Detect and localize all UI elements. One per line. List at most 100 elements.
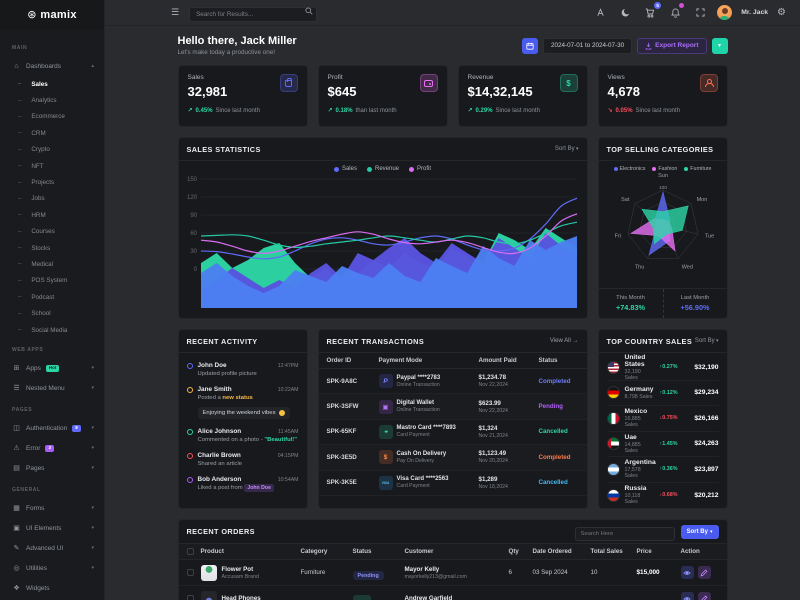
sidebar-item[interactable]: Courses (12, 224, 94, 240)
user-avatar[interactable] (717, 5, 733, 20)
search-input[interactable] (189, 7, 318, 22)
sidebar-item[interactable]: Crypto (12, 142, 94, 158)
legend-item[interactable]: Fashion (652, 166, 677, 172)
transaction-row[interactable]: SPK-9A8C P Paypal ****2783 Online Transa… (318, 369, 587, 395)
sidebar-item[interactable]: ❖ Widgets (12, 578, 94, 598)
activity-item[interactable]: Alice Johnson 11:45AM Commented on a pho… (186, 423, 299, 447)
sidebar-item[interactable]: ▣ UI Elements ▾ (12, 518, 94, 538)
view-order-button[interactable] (680, 566, 694, 579)
stat-card[interactable]: Sales 32,981 ↗ 0.45% Since last month (177, 65, 308, 127)
legend-item[interactable]: Revenue (366, 166, 399, 172)
sidebar-item[interactable]: Sales (12, 76, 94, 92)
sidebar-item[interactable]: ◎ Utilities ▾ (12, 558, 94, 578)
country-delta: ↑0.36% (659, 466, 678, 473)
orders-sort-button[interactable]: Sort By (680, 524, 719, 539)
sidebar-item[interactable]: Stocks (12, 240, 94, 256)
last-month-label: Last Month (680, 295, 710, 301)
menu-toggle-icon[interactable]: ☰ (171, 7, 180, 17)
filter-dropdown-button[interactable]: ▾ (711, 37, 728, 54)
sidebar-item[interactable]: CRM (12, 125, 94, 141)
pencil-icon (700, 569, 708, 577)
sidebar-item[interactable]: ⌂ Dashboards ▴ (12, 56, 94, 76)
legend-item[interactable]: Electronics (613, 166, 645, 172)
country-row[interactable]: Mexico 16,885 Sales ↓0.75% $26,166 (606, 406, 719, 432)
view-order-button[interactable] (680, 592, 694, 600)
sidebar-item[interactable]: Ecommerce (12, 109, 94, 125)
sidebar-item[interactable]: Medical (12, 256, 94, 272)
date-range-input[interactable]: 2024-07-01 to 2024-07-30 (542, 37, 633, 54)
sidebar-item-label: Projects (31, 179, 55, 187)
sidebar-item[interactable]: School (12, 305, 94, 321)
select-all-checkbox[interactable] (186, 548, 194, 555)
sidebar-item[interactable]: NFT (12, 158, 94, 174)
sidebar-item-icon: ⌂ (14, 62, 19, 70)
logo[interactable]: ⊛ mamix (0, 0, 104, 30)
activity-item[interactable]: Bob Anderson 10:54AM Liked a post from J… (186, 471, 299, 495)
dark-mode-moon-icon[interactable] (617, 5, 633, 21)
product-name: Flower Pot (221, 565, 254, 573)
orders-search-input[interactable] (574, 527, 675, 541)
order-row[interactable]: Head Phones Andrew Garfield (179, 586, 727, 600)
sidebar-item[interactable]: Social Media (12, 322, 94, 338)
country-row[interactable]: United States 32,190 Sales ↑0.27% $32,19… (606, 354, 719, 381)
edit-order-button[interactable] (697, 566, 711, 579)
transactions-table-header: Order ID Payment Mode Amount Paid Status (318, 353, 587, 369)
sort-by-dropdown[interactable]: Sort By (695, 338, 719, 344)
sort-by-dropdown[interactable]: Sort By (555, 146, 579, 152)
country-row[interactable]: Uae 14,885 Sales ↑1.45% $24,263 (606, 432, 719, 457)
sidebar-item[interactable]: Podcast (12, 289, 94, 305)
language-icon[interactable] (592, 5, 608, 21)
svg-text:0: 0 (193, 267, 197, 273)
sidebar-item[interactable]: ⚠ Error 3 ▾ (12, 438, 94, 458)
transaction-row[interactable]: SPK-3K5E VISA Visa Card ****2563 Card Pa… (318, 471, 587, 496)
stat-card[interactable]: Profit $645 ↗ 0.18% than last month (317, 65, 448, 127)
activity-item[interactable]: John Doe 12:47PM Updated profile picture (186, 357, 299, 381)
order-row[interactable]: Flower Pot Accusam Brand Furniture Pendi… (178, 560, 727, 586)
transaction-row[interactable]: SPK-65KF ●● Mastro Card ****7893 Card Pa… (318, 420, 587, 446)
svg-text:60: 60 (190, 231, 197, 237)
row-checkbox[interactable] (186, 569, 194, 576)
fullscreen-icon[interactable] (692, 5, 708, 21)
status-badge: Cancelled (538, 479, 568, 487)
transaction-row[interactable]: SPK-3E5D $ Cash On Delivery Pay On Deliv… (318, 445, 587, 471)
sidebar-item[interactable]: WEB APPS (12, 347, 94, 353)
notifications-bell-icon[interactable] (667, 2, 685, 21)
edit-order-button[interactable] (697, 592, 711, 600)
sidebar-item[interactable]: Projects (12, 174, 94, 190)
stat-card[interactable]: Revenue $14,32,145 $ ↗ 0.29% Since last … (457, 65, 588, 127)
activity-item[interactable]: Jane Smith 10:22AM Posted a new status E… (186, 381, 299, 423)
cart-icon[interactable]: 5 (642, 1, 662, 21)
stat-card[interactable]: Views 4,678 ↘ 0.05% Since last month (597, 65, 728, 127)
activity-description: Shared an article (197, 460, 243, 467)
row-checkbox[interactable] (186, 595, 194, 600)
user-name[interactable]: Mr. Jack (741, 9, 769, 16)
legend-item[interactable]: Sales (333, 166, 357, 172)
legend-item[interactable]: Profit (409, 166, 431, 172)
sidebar-item[interactable]: ▦ Forms ▾ (12, 498, 94, 518)
sidebar-item-badge: 8 (72, 425, 81, 432)
sidebar-item[interactable]: GENERAL (12, 487, 94, 493)
sidebar-item[interactable]: ⊞ Apps Hot ▾ (12, 358, 94, 378)
country-row[interactable]: Russia 10,118 Sales ↓0.68% $20,212 (606, 483, 719, 509)
activity-marker (186, 386, 193, 393)
sidebar-item[interactable]: PAGES (12, 407, 94, 413)
view-all-link[interactable]: View All → (549, 338, 579, 344)
sidebar-item[interactable]: ☰ Nested Menu ▾ (12, 378, 94, 398)
legend-item[interactable]: Furniture (684, 166, 711, 172)
sales-statistics-card: SALES STATISTICS Sort By Sales (177, 137, 588, 319)
sidebar-item[interactable]: HRM (12, 207, 94, 223)
country-row[interactable]: Germany 8,798 Sales ↑0.12% $29,234 (606, 381, 719, 406)
transaction-row[interactable]: SPK-3SFW ▣ Digital Wallet Online Transac… (318, 394, 587, 420)
sidebar-item[interactable]: ▤ Pages ▾ (12, 458, 94, 478)
sidebar-item[interactable]: POS System (12, 273, 94, 289)
sidebar-item[interactable]: ✎ Advanced UI ▾ (12, 538, 94, 558)
settings-gear-icon[interactable]: ⚙ (777, 7, 786, 18)
sidebar-item[interactable]: Analytics (12, 92, 94, 108)
export-report-button[interactable]: Export Report (637, 37, 707, 54)
calendar-icon-button[interactable] (521, 37, 538, 54)
activity-item[interactable]: Charlie Brown 04:15PM Shared an article (186, 447, 299, 471)
sidebar-item[interactable]: ◫ Authentication 8 ▾ (12, 418, 94, 438)
sidebar-item[interactable]: MAIN (12, 45, 94, 51)
sidebar-item[interactable]: Jobs (12, 191, 94, 207)
country-row[interactable]: Argentina 17,578 Sales ↑0.36% $23,897 (606, 457, 719, 483)
